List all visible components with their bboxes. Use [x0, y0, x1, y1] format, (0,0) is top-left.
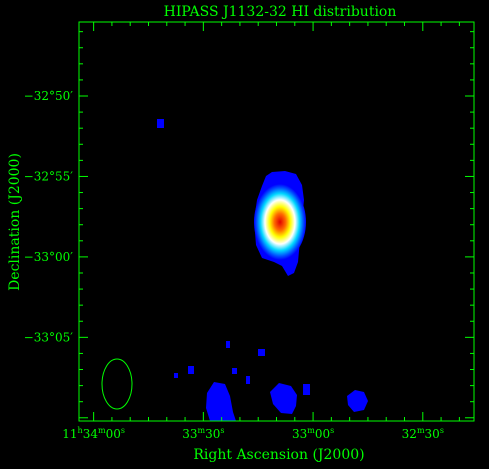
noise-clump: [258, 349, 265, 356]
x-tick-label: 11h34m00s: [62, 426, 125, 441]
y-axis-label: Declination (J2000): [7, 153, 23, 291]
noise-clump: [226, 341, 230, 348]
y-tick-label: −32°50′: [24, 89, 74, 103]
noise-clump: [188, 366, 194, 374]
noise-clump-large: [270, 383, 297, 414]
noise-clump: [303, 384, 310, 395]
noise-clump: [232, 368, 237, 374]
noise-clump: [174, 373, 178, 378]
hi-emission-layer: [101, 119, 368, 421]
noise-clump-large: [206, 382, 236, 421]
x-tick-label: 32m30s: [402, 426, 444, 441]
x-axis-label: Right Ascension (J2000): [193, 447, 364, 463]
noise-clump: [347, 390, 368, 412]
source-core: [254, 184, 306, 260]
x-tick-label: 33m00s: [292, 426, 334, 441]
x-tick-label: 33m30s: [182, 426, 224, 441]
beam-ellipse: [101, 358, 133, 410]
y-tick-label: −32°55′: [24, 169, 74, 183]
noise-clump: [157, 119, 164, 128]
y-tick-label: −33°05′: [24, 330, 74, 344]
y-tick-label: −33°00′: [24, 250, 74, 264]
chart-title: HIPASS J1132-32 HI distribution: [164, 4, 397, 20]
noise-clump: [246, 376, 250, 384]
tick-layer: −32°50′ −32°55′ −33°00′ −33°05′ 11h34m00s 33m…: [24, 22, 474, 441]
